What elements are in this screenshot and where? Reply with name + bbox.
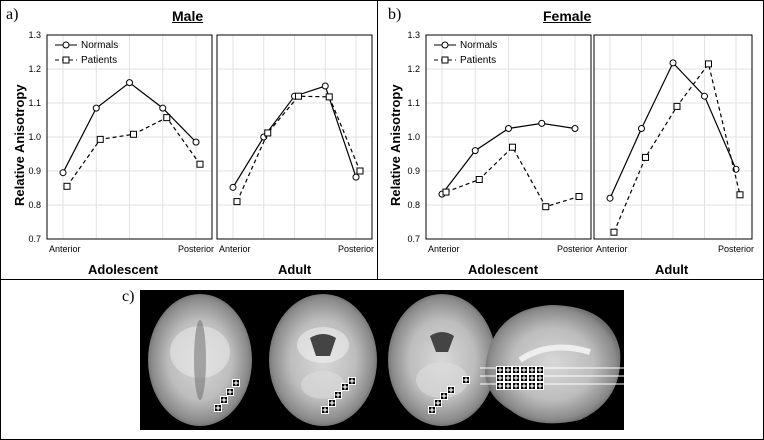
panel-b-title: Female (543, 8, 592, 24)
y-tick-label: 1.2 (407, 64, 420, 74)
y-tick-label: 1.2 (28, 64, 41, 74)
x-tick-label: Anterior (49, 244, 81, 254)
y-tick-label: 0.8 (28, 200, 41, 210)
x-tick-label: Anterior (219, 244, 251, 254)
y-tick-label: 1.0 (28, 132, 41, 142)
legend-marker-patients (441, 56, 449, 64)
point-patients (575, 193, 583, 200)
roi-markers (214, 366, 544, 414)
point-patients (196, 160, 204, 168)
x-tick-label: Anterior (596, 244, 628, 254)
series-line-patients (66, 116, 201, 187)
y-tick-label: 0.7 (28, 234, 41, 244)
x-tick-label: Posterior (718, 244, 754, 254)
legend-label-patients: Patients (460, 55, 496, 66)
legend-marker-normals (441, 41, 449, 49)
point-normals (571, 125, 579, 132)
point-patients (130, 130, 137, 138)
point-normals (229, 183, 237, 191)
point-patients (295, 92, 302, 100)
point-normals (471, 147, 479, 155)
panel-a-group-adult: Adult (278, 262, 312, 277)
panel-a-group-adolescent: Adolescent (88, 262, 159, 277)
x-tick-label: Posterior (557, 244, 593, 254)
x-tick-label: Posterior (338, 244, 374, 254)
point-normals (192, 138, 200, 146)
point-patients (673, 102, 681, 110)
point-patients (642, 153, 649, 161)
point-normals (505, 125, 512, 132)
point-patients (264, 129, 272, 137)
point-patients (163, 114, 171, 122)
legend-label-normals: Normals (81, 40, 118, 51)
point-normals (321, 82, 329, 90)
legend-label-normals: Normals (460, 40, 497, 51)
y-tick-label: 0.7 (407, 234, 420, 244)
point-normals (638, 125, 645, 132)
y-tick-label: 1.0 (407, 132, 420, 142)
point-normals (701, 92, 708, 100)
panel-a-label: a) (6, 6, 19, 23)
point-normals (352, 173, 360, 181)
legend-marker-normals (62, 41, 70, 49)
point-patients (705, 60, 712, 68)
point-patients (610, 228, 618, 236)
panel-c-label: c) (122, 288, 135, 305)
y-tick-label: 1.3 (407, 30, 420, 40)
panel-b-group-adult: Adult (655, 262, 689, 277)
sagittal-slice (480, 305, 624, 424)
panel-b-label: b) (388, 6, 402, 23)
brain-mri-strip (140, 290, 624, 430)
y-tick-label: 1.1 (407, 98, 420, 108)
point-patients (509, 143, 516, 151)
brain-mri-image (148, 294, 624, 426)
plot-frame (425, 34, 592, 240)
x-tick-label: Posterior (178, 244, 214, 254)
point-patients (442, 188, 450, 196)
point-patients (325, 93, 333, 101)
x-tick-label: Anterior (428, 244, 460, 254)
series-line-patients (445, 146, 580, 208)
y-tick-label: 1.3 (28, 30, 41, 40)
y-tick-label: 0.8 (407, 200, 420, 210)
point-normals (59, 169, 67, 177)
point-patients (233, 198, 241, 206)
y-tick-label: 0.9 (28, 166, 41, 176)
plot-frame (593, 34, 753, 240)
legend-label-patients: Patients (81, 55, 117, 66)
point-normals (606, 194, 614, 202)
series-line-patients (236, 95, 361, 202)
point-patients (96, 135, 104, 143)
point-normals (126, 79, 133, 87)
point-patients (475, 176, 483, 183)
plot-frame (216, 34, 373, 240)
legend-marker-patients (62, 56, 70, 64)
point-patients (63, 182, 71, 190)
y-tick-label: 1.1 (28, 98, 41, 108)
panel-a-title: Male (172, 8, 204, 24)
point-patients (542, 203, 550, 211)
point-patients (356, 167, 364, 175)
plot-frame (46, 34, 213, 240)
point-normals (669, 59, 677, 67)
axial-slice-1 (148, 294, 252, 426)
point-normals (159, 104, 167, 112)
panel-b-group-adolescent: Adolescent (468, 262, 539, 277)
point-normals (538, 119, 546, 127)
point-patients (736, 191, 744, 199)
point-normals (92, 104, 100, 112)
y-tick-label: 0.9 (407, 166, 420, 176)
